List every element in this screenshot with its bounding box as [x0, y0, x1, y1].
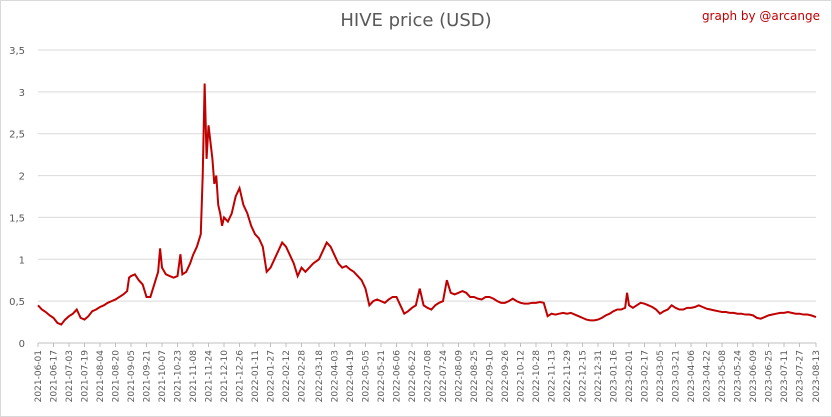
x-tick-label: 2022-06-06: [392, 350, 402, 403]
y-tick-label: 0,5: [9, 297, 25, 308]
x-tick-label: 2021-09-05: [127, 350, 137, 402]
y-tick-label: 2,5: [9, 130, 25, 141]
x-tick-label: 2022-02-28: [298, 350, 308, 403]
x-tick-label: 2021-08-04: [96, 350, 106, 403]
y-tick-label: 2: [19, 172, 25, 183]
x-tick-label: 2021-06-01: [34, 350, 44, 402]
x-tick-label: 2023-06-25: [765, 350, 775, 402]
x-tick-label: 2021-06-17: [50, 350, 60, 402]
y-tick-label: 1: [19, 255, 25, 266]
x-tick-label: 2022-06-22: [408, 350, 418, 402]
x-tick-label: 2021-12-10: [220, 350, 230, 403]
y-tick-label: 3,5: [9, 46, 25, 57]
chart-title: HIVE price (USD): [340, 10, 492, 31]
x-tick-label: 2023-01-16: [610, 350, 620, 403]
y-tick-label: 0: [19, 339, 25, 350]
x-tick-label: 2023-02-01: [625, 350, 635, 402]
x-tick-label: 2023-03-21: [672, 350, 682, 402]
x-tick-label: 2023-04-22: [703, 350, 713, 402]
x-tick-label: 2022-11-29: [563, 350, 573, 403]
x-tick-label: 2022-12-15: [579, 350, 589, 402]
x-tick-label: 2022-04-03: [330, 350, 340, 402]
x-tick-label: 2022-03-18: [315, 350, 325, 403]
x-tick-label: 2023-08-13: [812, 350, 822, 402]
x-tick-label: 2022-08-09: [454, 350, 464, 403]
x-tick-label: 2021-11-24: [205, 350, 215, 403]
x-tick-label: 2021-09-21: [143, 350, 153, 402]
x-tick-label: 2022-12-31: [594, 350, 604, 402]
x-tick-label: 2022-10-12: [516, 350, 526, 402]
x-tick-label: 2022-07-08: [423, 350, 433, 403]
x-tick-label: 2022-02-12: [282, 350, 292, 402]
x-tick-label: 2021-10-23: [174, 350, 184, 402]
x-tick-label: 2023-02-17: [641, 350, 651, 402]
x-tick-label: 2023-04-06: [687, 350, 697, 403]
x-tick-label: 2022-08-25: [470, 350, 480, 402]
chart-credit: graph by @arcange: [701, 9, 820, 23]
x-axis-ticks: 2021-06-01 2021-06-17 2021-07-03 2021-07-19…: [34, 343, 822, 402]
y-axis-ticks: 0 0,5 1 1,5 2 2,5 3 3,5: [9, 46, 25, 350]
x-tick-label: 2021-07-19: [81, 350, 91, 403]
x-tick-label: 2023-05-24: [734, 350, 744, 403]
x-tick-label: 2023-03-05: [656, 350, 666, 402]
x-tick-label: 2023-07-27: [796, 350, 806, 402]
y-tick-label: 1,5: [9, 213, 25, 224]
x-tick-label: 2021-10-07: [158, 350, 168, 402]
x-tick-label: 2023-07-11: [780, 350, 790, 402]
x-tick-label: 2021-11-08: [189, 350, 199, 403]
x-tick-label: 2022-11-13: [547, 350, 557, 402]
x-tick-label: 2022-04-19: [346, 350, 356, 403]
x-tick-label: 2021-07-03: [65, 350, 75, 402]
y-tick-label: 3: [19, 88, 25, 99]
x-tick-label: 2022-07-24: [439, 350, 449, 403]
price-series-line: [37, 83, 817, 326]
x-tick-label: 2022-01-27: [267, 350, 277, 402]
x-tick-label: 2022-05-05: [361, 350, 371, 402]
grid-lines: [38, 49, 816, 344]
x-tick-label: 2023-06-09: [749, 350, 759, 403]
x-tick-label: 2022-09-26: [501, 350, 511, 403]
x-tick-label: 2022-10-28: [532, 350, 542, 403]
x-tick-label: 2021-08-20: [112, 350, 122, 403]
x-tick-label: 2021-12-26: [236, 350, 246, 403]
x-tick-label: 2022-09-10: [485, 350, 495, 403]
x-tick-label: 2022-05-21: [377, 350, 387, 402]
x-tick-label: 2022-01-11: [251, 350, 261, 402]
x-tick-label: 2023-05-08: [718, 350, 728, 403]
